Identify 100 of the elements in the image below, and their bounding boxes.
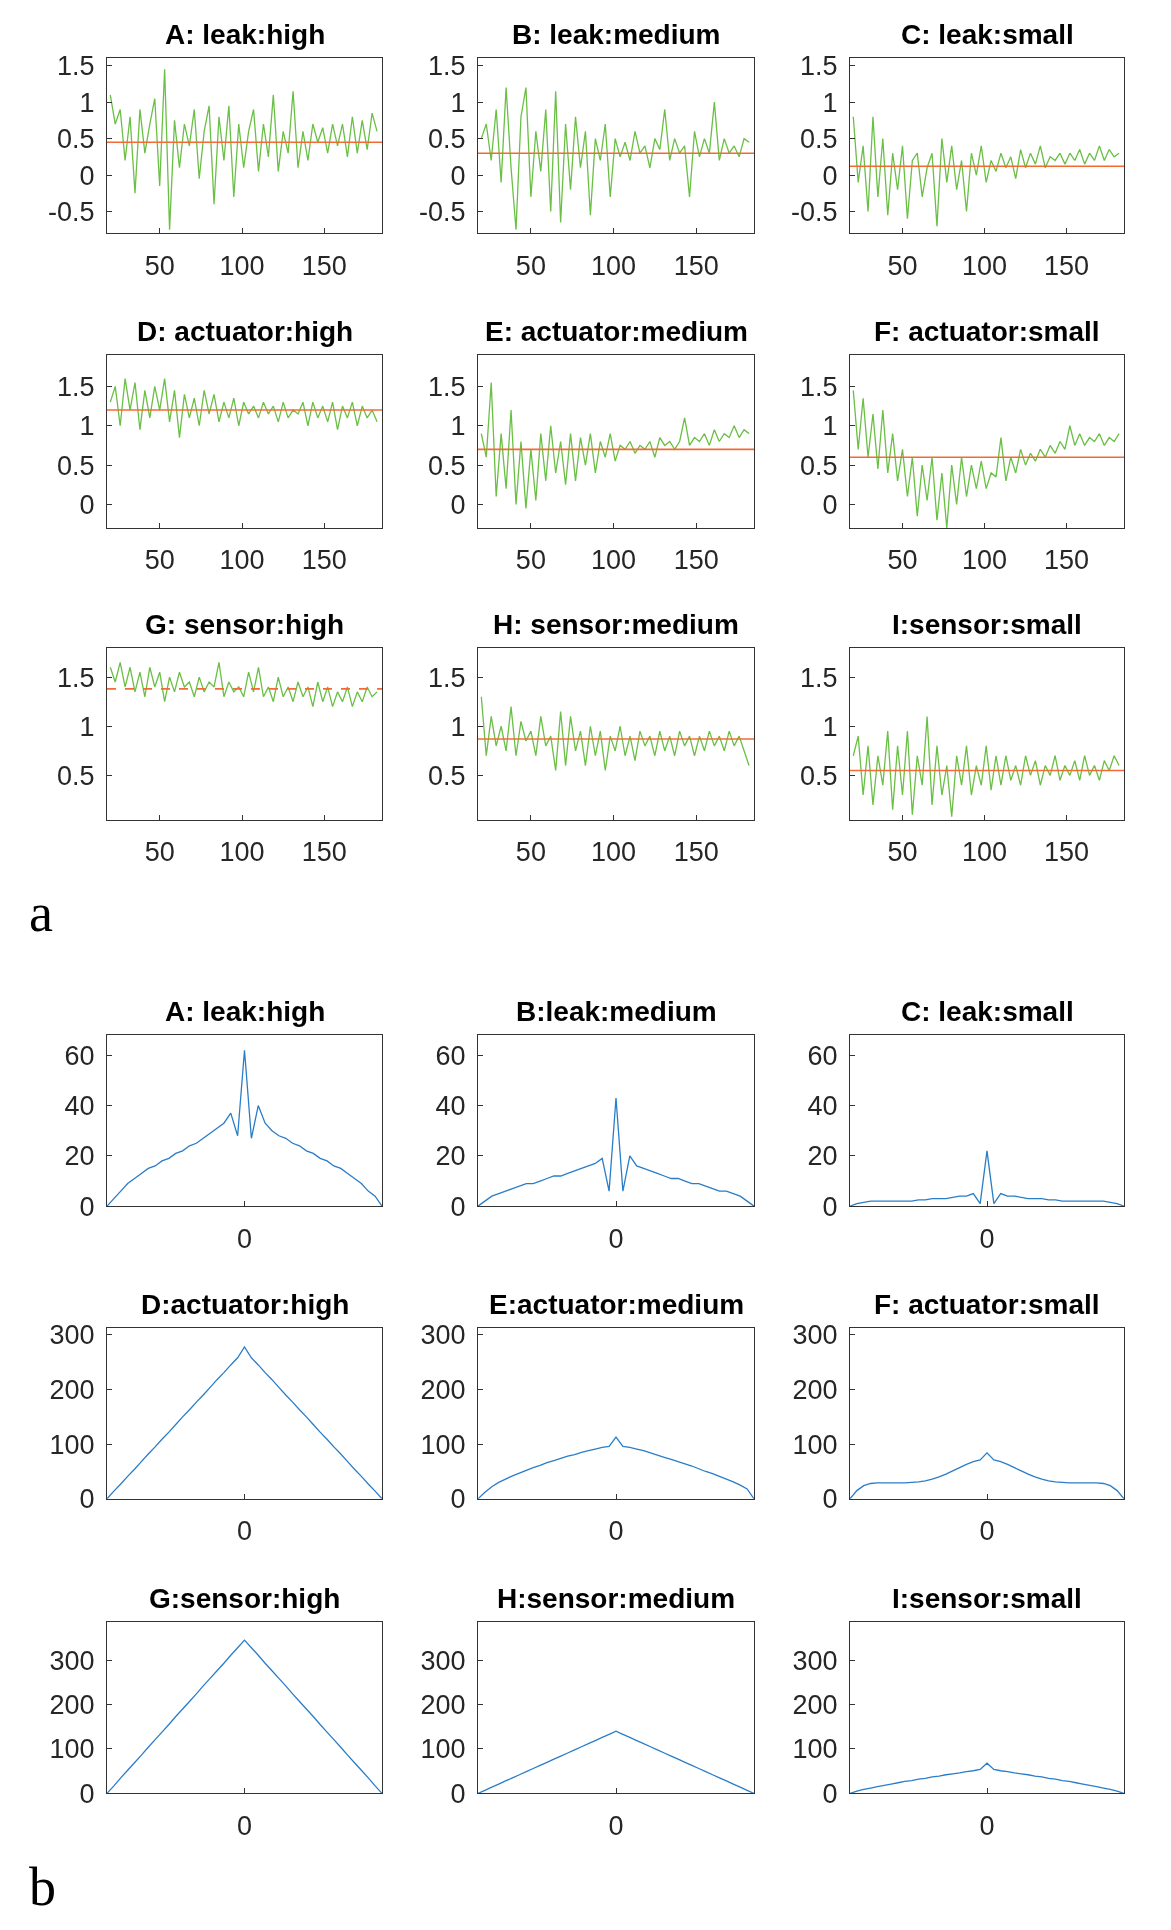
y-tick-label: 1 xyxy=(822,87,838,118)
y-tick-label: 0.5 xyxy=(57,760,95,791)
x-tick-label: 100 xyxy=(219,250,265,281)
y-tick-label: 1.5 xyxy=(800,662,838,693)
chart-title: H: sensor:medium xyxy=(493,609,739,640)
y-tick-label: 1.5 xyxy=(57,662,95,693)
y-tick-label: 200 xyxy=(49,1690,95,1720)
y-tick-label: 0.5 xyxy=(428,124,466,155)
x-tick-label: 0 xyxy=(608,1810,624,1841)
y-tick-label: 0 xyxy=(450,1191,466,1222)
y-tick-label: 0 xyxy=(822,1484,838,1515)
y-tick-label: 200 xyxy=(792,1690,838,1720)
y-tick-label: 0 xyxy=(79,1484,95,1515)
x-tick-label: 0 xyxy=(608,1223,624,1254)
y-tick-label: 0.5 xyxy=(800,450,838,481)
x-tick-label: 50 xyxy=(144,250,175,281)
x-tick-label: 50 xyxy=(887,837,918,868)
y-tick-label: 100 xyxy=(49,1734,95,1765)
chart-title: A: leak:high xyxy=(165,996,326,1027)
y-tick-label: 300 xyxy=(420,1320,466,1351)
y-tick-label: 1 xyxy=(450,87,466,118)
y-tick-label: 0 xyxy=(822,160,838,191)
y-tick-label: 0.5 xyxy=(57,450,95,481)
line-series xyxy=(850,1762,1124,1794)
x-tick-label: 150 xyxy=(1044,250,1090,281)
line-series xyxy=(107,1346,382,1499)
chart-title: E:actuator:medium xyxy=(489,1289,745,1320)
y-tick-label: 200 xyxy=(420,1374,466,1405)
y-tick-label: 20 xyxy=(64,1141,95,1172)
y-tick-label: 100 xyxy=(49,1429,95,1460)
x-tick-label: 100 xyxy=(962,250,1008,281)
x-tick-label: 100 xyxy=(590,545,637,576)
x-tick-label: 150 xyxy=(1044,545,1090,576)
y-tick-label: 0.5 xyxy=(800,760,838,791)
chart-title: B:leak:medium xyxy=(516,996,717,1027)
x-tick-label: 0 xyxy=(236,1516,253,1547)
line-series xyxy=(107,1049,382,1207)
y-tick-label: 0 xyxy=(822,1191,838,1222)
line-series xyxy=(480,381,750,509)
y-tick-label: 40 xyxy=(64,1091,95,1122)
line-series xyxy=(478,1730,754,1794)
x-tick-label: 100 xyxy=(962,837,1008,868)
x-tick-label: 0 xyxy=(979,1223,995,1254)
y-tick-label: -0.5 xyxy=(791,196,838,227)
y-tick-label: 0 xyxy=(450,1778,466,1809)
x-tick-label: 0 xyxy=(979,1810,995,1841)
x-tick-label: 50 xyxy=(887,545,918,576)
x-tick-label: 50 xyxy=(144,545,175,576)
x-tick-label: 0 xyxy=(979,1516,995,1547)
y-tick-label: 60 xyxy=(435,1040,466,1071)
y-tick-label: 0.5 xyxy=(800,124,838,155)
line-series xyxy=(852,389,1120,528)
line-series xyxy=(478,1097,754,1207)
y-tick-label: 0 xyxy=(822,489,838,520)
x-tick-label: 100 xyxy=(590,250,637,281)
x-tick-label: 100 xyxy=(590,837,637,868)
line-series xyxy=(480,86,750,231)
line-series xyxy=(109,68,378,231)
y-tick-label: 0 xyxy=(450,160,466,191)
y-tick-label: 100 xyxy=(792,1734,838,1765)
chart-title: F: actuator:small xyxy=(874,316,1100,347)
x-tick-label: 50 xyxy=(515,837,546,868)
chart-title: C: leak:small xyxy=(901,19,1074,50)
y-tick-label: 1 xyxy=(79,411,95,442)
line-series xyxy=(852,715,1120,818)
y-tick-label: 0.5 xyxy=(428,760,466,791)
chart-title: D:actuator:high xyxy=(141,1289,350,1320)
y-tick-label: 300 xyxy=(792,1320,838,1351)
x-tick-label: 150 xyxy=(301,250,347,281)
y-tick-label: 300 xyxy=(49,1645,95,1676)
y-tick-label: 300 xyxy=(49,1320,95,1351)
y-tick-label: 0 xyxy=(822,1778,838,1809)
y-tick-label: 1 xyxy=(450,411,466,442)
chart-title: H:sensor:medium xyxy=(497,1583,736,1614)
x-tick-label: 100 xyxy=(219,837,265,868)
y-tick-label: 100 xyxy=(420,1734,466,1765)
chart-title: D: actuator:high xyxy=(137,316,354,347)
chart-title: I:sensor:small xyxy=(892,1583,1082,1614)
line-series xyxy=(109,377,378,439)
x-tick-label: 0 xyxy=(236,1810,253,1841)
chart-title: B: leak:medium xyxy=(512,19,721,50)
y-tick-label: 300 xyxy=(420,1645,466,1676)
y-tick-label: 0 xyxy=(450,1484,466,1515)
y-tick-label: 300 xyxy=(792,1645,838,1676)
y-tick-label: 1.5 xyxy=(800,371,838,402)
y-tick-label: 1 xyxy=(822,711,838,742)
y-tick-label: 20 xyxy=(435,1141,466,1172)
x-tick-label: 100 xyxy=(219,545,265,576)
x-tick-label: 0 xyxy=(236,1223,253,1254)
x-tick-label: 0 xyxy=(608,1516,624,1547)
x-tick-label: 150 xyxy=(301,545,347,576)
y-tick-label: -0.5 xyxy=(419,196,466,227)
line-series xyxy=(107,1639,382,1794)
y-tick-label: 1.5 xyxy=(57,371,95,402)
y-tick-label: 100 xyxy=(792,1429,838,1460)
y-tick-label: 1 xyxy=(79,87,95,118)
y-tick-label: 200 xyxy=(420,1690,466,1720)
line-series xyxy=(480,696,750,772)
chart-title: G: sensor:high xyxy=(145,609,345,640)
text: b xyxy=(29,1857,56,1917)
